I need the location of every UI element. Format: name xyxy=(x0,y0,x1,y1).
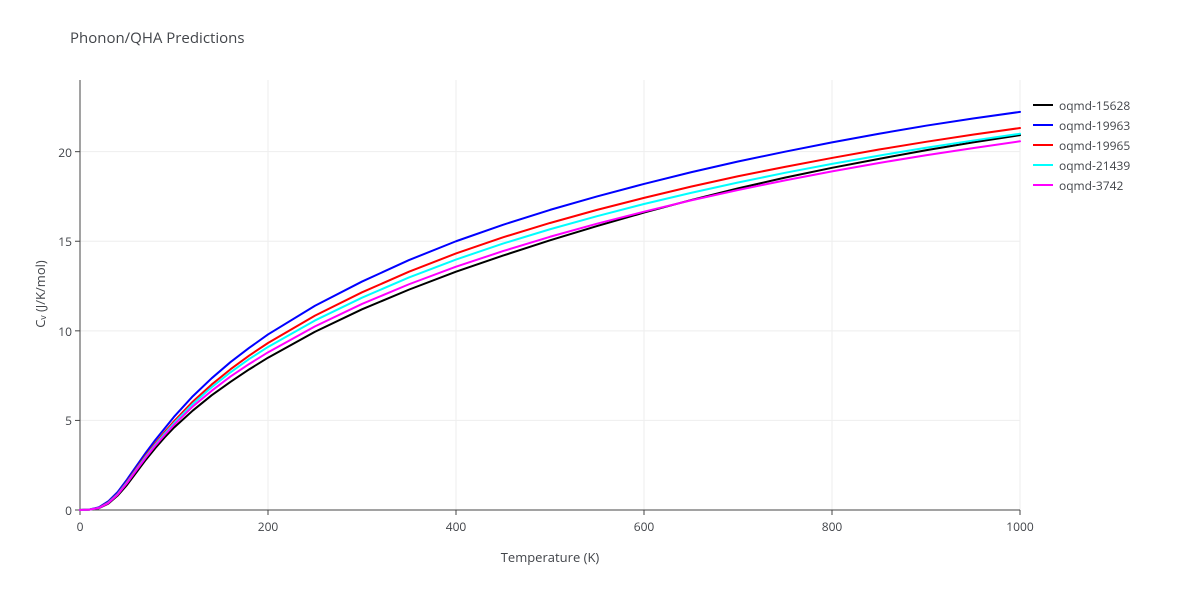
legend-label: oqmd-21439 xyxy=(1059,157,1130,174)
legend-item[interactable]: oqmd-3742 xyxy=(1033,175,1130,195)
x-tick-label: 600 xyxy=(624,518,664,535)
legend-item[interactable]: oqmd-19965 xyxy=(1033,135,1130,155)
chart-plot xyxy=(0,0,1200,600)
legend-swatch xyxy=(1033,184,1053,186)
legend-swatch xyxy=(1033,164,1053,166)
x-axis-label: Temperature (K) xyxy=(0,548,1100,566)
chart-legend: oqmd-15628 oqmd-19963 oqmd-19965 oqmd-21439… xyxy=(1033,95,1130,195)
y-tick-label: 5 xyxy=(40,412,72,429)
legend-item[interactable]: oqmd-15628 xyxy=(1033,95,1130,115)
legend-label: oqmd-19963 xyxy=(1059,117,1130,134)
y-tick-label: 10 xyxy=(40,323,72,340)
x-tick-label: 400 xyxy=(436,518,476,535)
y-tick-label: 15 xyxy=(40,233,72,250)
x-tick-label: 200 xyxy=(248,518,288,535)
legend-swatch xyxy=(1033,104,1053,106)
legend-item[interactable]: oqmd-19963 xyxy=(1033,115,1130,135)
legend-item[interactable]: oqmd-21439 xyxy=(1033,155,1130,175)
x-tick-label: 1000 xyxy=(1000,518,1040,535)
y-tick-label: 20 xyxy=(40,144,72,161)
x-tick-label: 0 xyxy=(60,518,100,535)
x-tick-label: 800 xyxy=(812,518,852,535)
y-tick-label: 0 xyxy=(40,502,72,519)
legend-label: oqmd-3742 xyxy=(1059,177,1123,194)
legend-swatch xyxy=(1033,144,1053,146)
legend-label: oqmd-19965 xyxy=(1059,137,1130,154)
legend-swatch xyxy=(1033,124,1053,126)
legend-label: oqmd-15628 xyxy=(1059,97,1130,114)
